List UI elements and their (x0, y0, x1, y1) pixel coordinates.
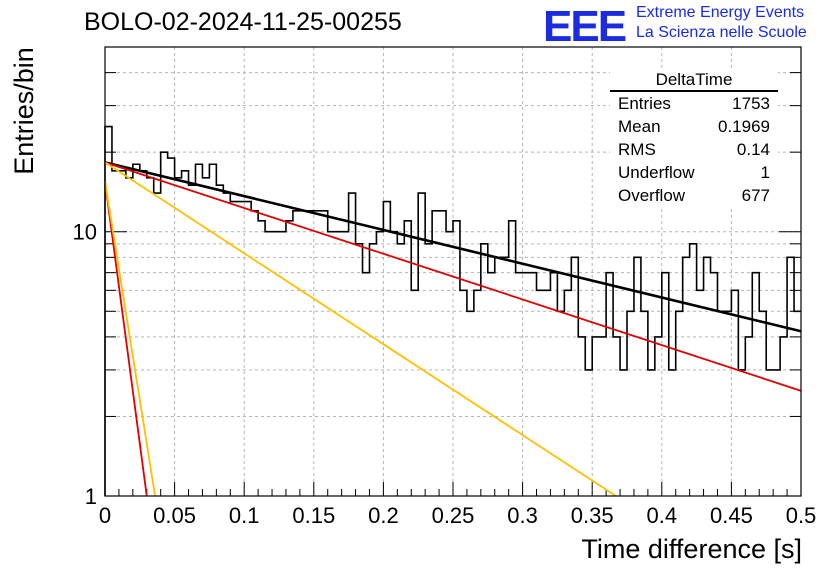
stats-title: DeltaTime (610, 70, 778, 92)
x-tick-label: 0.45 (710, 503, 753, 528)
histogram-bars (104, 125, 801, 496)
stats-label: Overflow (618, 186, 686, 205)
x-tick-label: 0.15 (292, 503, 335, 528)
x-tick-label: 0.05 (153, 503, 196, 528)
x-tick-label: 0.1 (229, 503, 260, 528)
x-tick-label: 0.35 (571, 503, 614, 528)
x-tick-label: 0.25 (432, 503, 475, 528)
x-tick-label: 0 (99, 503, 111, 528)
stats-row: Underflow 1 (610, 161, 778, 184)
y-axis-label: Entries/bin (9, 47, 39, 175)
fit-curve-black (104, 161, 802, 333)
stats-value: 1 (760, 163, 770, 182)
stats-value: 0.14 (736, 140, 770, 159)
x-tick-label: 0.5 (786, 503, 817, 528)
stats-label: Underflow (618, 163, 695, 182)
fit-curve-red (104, 181, 148, 497)
stats-row: Overflow 677 (610, 184, 778, 207)
stats-value: 677 (741, 186, 770, 205)
stats-row: Mean 0.1969 (610, 115, 778, 138)
fit-curve-orange (104, 161, 617, 497)
fit-curve-orange (104, 181, 157, 497)
eee-logo: EEE (543, 2, 627, 51)
fit-curve-red (104, 161, 802, 392)
stats-label: Entries (618, 94, 671, 113)
y-tick-label: 1 (85, 484, 97, 509)
logo-line-1: Extreme Energy Events (636, 4, 805, 21)
y-tick-label: 10 (73, 220, 97, 245)
x-axis-label: Time difference [s] (581, 534, 802, 564)
x-tick-label: 0.4 (647, 503, 678, 528)
eee-logo-text: Extreme Energy Events La Scienza nelle S… (636, 3, 807, 43)
logo-line-2: La Scienza nelle Scuole (636, 24, 807, 41)
x-tick-label: 0.2 (368, 503, 399, 528)
stats-row: RMS 0.14 (610, 138, 778, 161)
chart-title: BOLO-02-2024-11-25-00255 (84, 8, 402, 36)
stats-label: RMS (618, 140, 656, 159)
plot-frame (104, 46, 802, 497)
stats-row: Entries 1753 (610, 92, 778, 115)
stats-label: Mean (618, 117, 661, 136)
stats-box: DeltaTime Entries 1753 Mean 0.1969 RMS 0.14… (610, 70, 778, 207)
stats-value: 0.1969 (718, 117, 770, 136)
stats-value: 1753 (732, 94, 770, 113)
x-tick-label: 0.3 (507, 503, 538, 528)
